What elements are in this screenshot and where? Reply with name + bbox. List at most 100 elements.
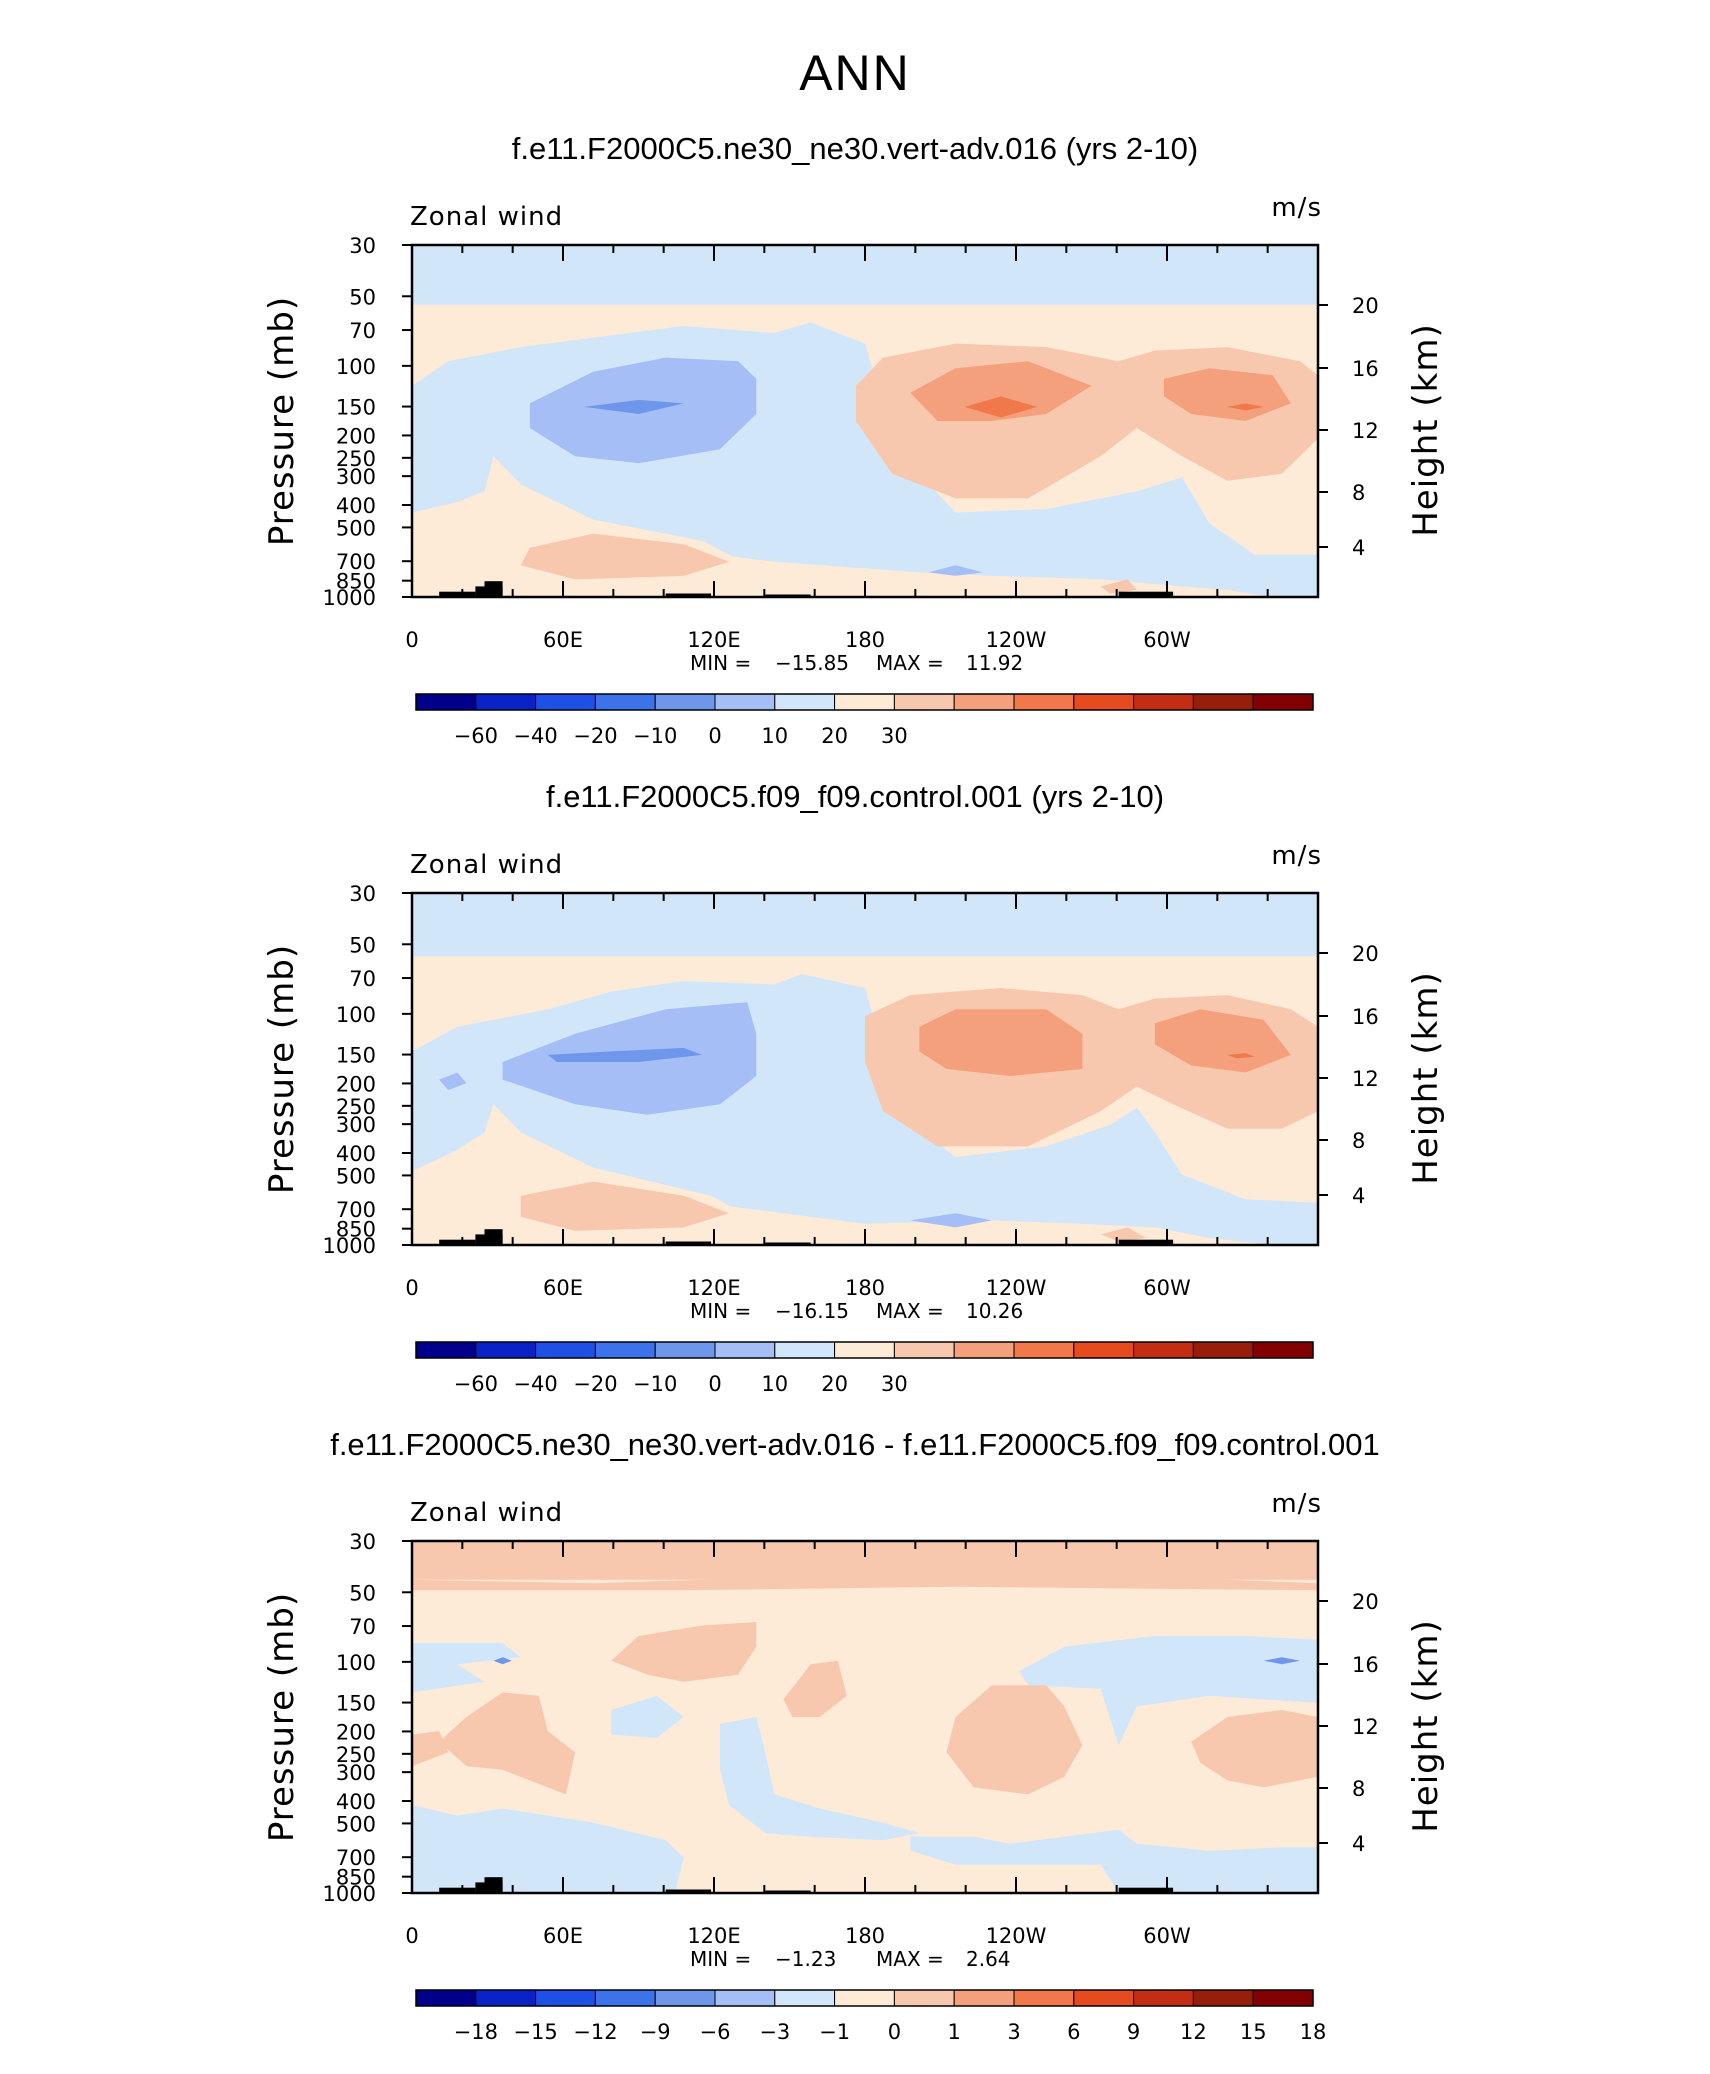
- y-tick-label: 300: [336, 465, 376, 489]
- y2-tick-label: 20: [1352, 294, 1379, 318]
- topography: [484, 1877, 503, 1893]
- y-tick-label: 850: [336, 570, 376, 594]
- colorbar-swatch: [535, 693, 596, 711]
- panel-1-title: f.e11.F2000C5.ne30_ne30.vert-adv.016 (yr…: [511, 131, 1199, 166]
- y2-tick-label: 20: [1352, 1590, 1379, 1614]
- contour-field: [412, 1541, 1318, 1893]
- colorbar-swatch: [1192, 693, 1254, 711]
- y2-tick-label: 12: [1352, 419, 1379, 443]
- colorbar-label: 12: [1180, 2020, 1207, 2044]
- max-label: MAX =: [876, 1947, 944, 1971]
- colorbar-label: −20: [573, 724, 617, 748]
- x-tick-label: 60E: [543, 1924, 583, 1948]
- y2-tick-label: 4: [1352, 1832, 1365, 1856]
- colorbar-label: −3: [759, 2020, 790, 2044]
- x-tick-label: 0: [405, 1924, 418, 1948]
- colorbar-label: −60: [454, 724, 498, 748]
- negative-region: [910, 1213, 992, 1228]
- colorbar-label: −40: [513, 724, 557, 748]
- colorbar-swatch: [654, 1341, 716, 1359]
- positive-region: [783, 1660, 847, 1717]
- y-tick-label: 100: [336, 355, 376, 379]
- min-value: −15.85: [775, 651, 849, 675]
- y-tick-label: 50: [349, 285, 376, 309]
- x-tick-label: 120E: [687, 1924, 740, 1948]
- colorbar-swatch: [475, 1341, 537, 1359]
- y-tick-label: 700: [336, 1846, 376, 1870]
- y-tick-label: 400: [336, 494, 376, 518]
- x-tick-label: 120W: [986, 1924, 1047, 1948]
- y2-tick-label: 8: [1352, 1777, 1365, 1801]
- x-tick-label: 0: [405, 628, 418, 652]
- colorbar-swatch: [415, 693, 477, 711]
- y-tick-label: 30: [349, 234, 376, 258]
- y-tick-label: 700: [336, 550, 376, 574]
- x-tick-label: 120W: [986, 1276, 1047, 1300]
- colorbar-frame: [415, 1341, 1314, 1359]
- positive-region: [611, 1622, 757, 1682]
- y-axis-title: Pressure (mb): [262, 944, 302, 1194]
- colorbar-swatch: [1192, 1989, 1254, 2007]
- topography: [484, 1229, 503, 1245]
- colorbar-swatch: [834, 693, 895, 711]
- colorbar-label: 6: [1067, 2020, 1080, 2044]
- y-tick-label: 500: [336, 516, 376, 540]
- y2-tick-label: 20: [1352, 942, 1379, 966]
- difference-panel: 0 60E 120E 180 120W 60W3050701001502002503004…: [262, 1489, 1446, 2044]
- x-tick-label: 180: [845, 1924, 885, 1948]
- colorbar-swatch: [475, 693, 537, 711]
- panel-3-title: f.e11.F2000C5.ne30_ne30.vert-adv.016 - f…: [330, 1427, 1380, 1462]
- y2-tick-label: 8: [1352, 481, 1365, 505]
- min-max: MIN = −15.85 MAX = 11.92: [690, 651, 1023, 675]
- colorbar-frame: [415, 693, 1314, 711]
- colorbar-swatch: [714, 1989, 776, 2007]
- colorbar-swatch: [1192, 1341, 1254, 1359]
- positive-region: [1191, 1710, 1318, 1788]
- jet-core: [1227, 403, 1264, 411]
- min-label: MIN =: [690, 1947, 751, 1971]
- y-axis-title: Pressure (mb): [262, 1592, 302, 1842]
- topography: [665, 1889, 711, 1893]
- y-tick-label: 850: [336, 1218, 376, 1242]
- x-axis: 0 60E 120E 180 120W 60W: [405, 893, 1319, 1300]
- y-axis-height: 20 16 12 8 4 Height (km): [1318, 942, 1446, 1208]
- y-tick-label: 100: [336, 1003, 376, 1027]
- y-tick-label: 70: [349, 1615, 376, 1639]
- colorbar-swatch: [893, 1341, 955, 1359]
- topography: [665, 1241, 711, 1245]
- y-tick-label: 250: [336, 1743, 376, 1767]
- colorbar-swatch: [953, 693, 1015, 711]
- colorbar-label: 0: [708, 724, 721, 748]
- colorbar-label: 0: [888, 2020, 901, 2044]
- colorbar-swatch: [1013, 1341, 1075, 1359]
- colorbar-label: −9: [640, 2020, 671, 2044]
- y-axis-title: Pressure (mb): [262, 296, 302, 546]
- colorbar-swatch: [774, 693, 836, 711]
- colorbar-swatch: [1133, 693, 1194, 711]
- x-tick-label: 120E: [687, 1276, 740, 1300]
- y-tick-label: 250: [336, 1095, 376, 1119]
- y-tick-label: 150: [336, 1692, 376, 1716]
- y-tick-label: 400: [336, 1790, 376, 1814]
- negative-region: [412, 1643, 521, 1693]
- positive-region: [520, 533, 730, 580]
- y-tick-label: 30: [349, 882, 376, 906]
- y-tick-label: 500: [336, 1812, 376, 1836]
- colorbar-swatch: [594, 1989, 656, 2007]
- variable-label: Zonal wind: [410, 850, 563, 880]
- colorbar-label: 9: [1127, 2020, 1140, 2044]
- colorbar: −60 −40 −20 −10 0 10 20 30: [415, 1341, 1314, 1396]
- colorbar-swatch: [953, 1341, 1015, 1359]
- colorbar-label: 0: [708, 1372, 721, 1396]
- colorbar-swatch: [774, 1341, 836, 1359]
- y2-axis-title: Height (km): [1406, 323, 1446, 537]
- x-tick-label: 0: [405, 1276, 418, 1300]
- negative-region: [611, 1695, 684, 1739]
- units-label: m/s: [1271, 841, 1322, 871]
- y-axis-height: 20 16 12 8 4 Height (km): [1318, 1590, 1446, 1856]
- topography: [1118, 1239, 1174, 1245]
- colorbar-swatch: [1252, 1989, 1314, 2007]
- y-tick-label: 100: [336, 1651, 376, 1675]
